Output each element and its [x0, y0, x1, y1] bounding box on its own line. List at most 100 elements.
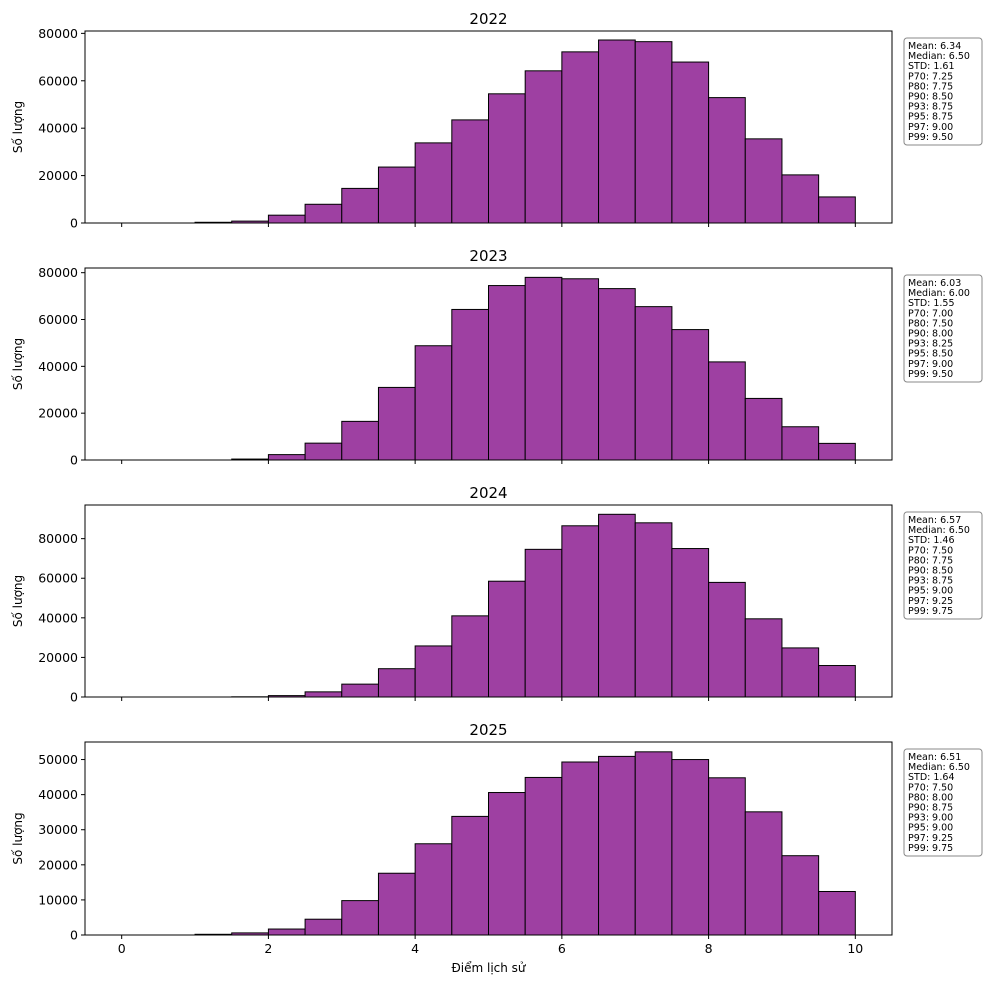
- x-tick-label: 2: [264, 941, 272, 956]
- x-tick-label: 6: [558, 941, 566, 956]
- y-axis-label: Số lượng: [11, 101, 25, 153]
- y-tick-label: 40000: [38, 121, 78, 136]
- chart-title: 2025: [469, 721, 507, 739]
- bar-2023-6.5: [598, 288, 636, 461]
- chart-title: 2024: [469, 484, 507, 502]
- stats-line: P93: 8.25: [908, 339, 953, 350]
- bar-2025-4.5: [451, 815, 489, 936]
- bar-2025-9.5: [818, 890, 856, 936]
- bar-2025-6: [561, 761, 600, 936]
- chart-title: 2023: [469, 247, 507, 265]
- stats-line: P97: 9.25: [908, 833, 953, 844]
- bar-2022-4: [414, 142, 453, 224]
- stats-line: P70: 7.00: [908, 308, 953, 319]
- bar-2023-5.5: [524, 276, 563, 461]
- bar-2022-8.5: [744, 138, 783, 224]
- stats-line: P93: 9.00: [908, 813, 953, 824]
- bar-2023-4: [414, 345, 453, 461]
- plot-frame: [84, 504, 893, 698]
- bar-2023-7: [634, 306, 673, 461]
- stats-line: P93: 8.75: [908, 576, 953, 587]
- y-tick-label: 60000: [38, 571, 78, 586]
- bar-2023-3: [341, 420, 379, 461]
- bar-2022-2: [267, 214, 306, 224]
- bar-2024-6.5: [598, 513, 636, 698]
- bar-2025-7.5: [671, 759, 710, 936]
- bar-2022-5: [488, 93, 526, 224]
- y-tick-label: 0: [70, 216, 78, 231]
- y-axis-label: Số lượng: [11, 575, 25, 627]
- stats-line: P93: 8.75: [908, 102, 953, 113]
- y-tick-label: 40000: [38, 787, 78, 802]
- bar-2024-7: [634, 522, 673, 698]
- stats-line: P80: 7.75: [908, 555, 953, 566]
- y-tick-label: 20000: [38, 406, 78, 421]
- stats-line: P70: 7.50: [908, 545, 953, 556]
- stats-box: [903, 511, 983, 620]
- bar-2022-3.5: [377, 166, 416, 224]
- bar-2025-5: [488, 792, 526, 936]
- bar-2024-8.5: [744, 618, 783, 698]
- chart-title: 2022: [469, 10, 507, 28]
- bar-2023-8: [708, 361, 746, 461]
- bar-2023-9: [781, 426, 820, 461]
- stats-line: P80: 7.50: [908, 318, 953, 329]
- stats-line: P99: 9.50: [908, 132, 953, 143]
- bar-2023-8.5: [744, 397, 783, 461]
- stats-line: P90: 8.00: [908, 329, 953, 340]
- plot-frame: [84, 741, 893, 936]
- stats-line: Median: 6.50: [908, 51, 970, 62]
- stats-line: STD: 1.46: [908, 535, 955, 546]
- stats-line: P99: 9.75: [908, 843, 953, 854]
- y-tick-label: 0: [70, 928, 78, 943]
- bar-2025-2.5: [304, 918, 343, 936]
- bar-2023-4.5: [451, 308, 489, 461]
- y-tick-label: 10000: [38, 892, 78, 907]
- y-tick-label: 20000: [38, 168, 78, 183]
- y-tick-label: 60000: [38, 312, 78, 327]
- bar-2024-6: [561, 525, 600, 698]
- bar-2022-6: [561, 51, 600, 224]
- bar-2024-5: [488, 580, 526, 698]
- stats-line: STD: 1.61: [908, 61, 955, 72]
- x-axis-label: Điểm lịch sử: [451, 961, 526, 975]
- x-tick-label: 0: [118, 941, 126, 956]
- bar-2024-4.5: [451, 615, 489, 698]
- bar-2025-9: [781, 855, 820, 936]
- stats-line: P97: 9.00: [908, 122, 953, 133]
- stats-line: Median: 6.00: [908, 288, 970, 299]
- bar-2024-7.5: [671, 548, 710, 698]
- stats-line: P70: 7.25: [908, 71, 953, 82]
- bar-2024-8: [708, 581, 746, 698]
- stats-line: P90: 8.50: [908, 92, 953, 103]
- y-tick-label: 50000: [38, 752, 78, 767]
- bar-2023-3.5: [377, 386, 416, 461]
- stats-line: STD: 1.64: [908, 772, 955, 783]
- stats-line: P97: 9.00: [908, 359, 953, 370]
- y-tick-label: 40000: [38, 610, 78, 625]
- y-tick-label: 80000: [38, 265, 78, 280]
- y-tick-label: 80000: [38, 26, 78, 41]
- bar-2022-7.5: [671, 61, 710, 224]
- bar-2022-3: [341, 187, 379, 224]
- y-axis-label: Số lượng: [11, 812, 25, 864]
- stats-line: P99: 9.75: [908, 606, 953, 617]
- y-tick-label: 0: [70, 690, 78, 705]
- chart-panel-2024: 2024 0 20000 40000 60000 80000 Số lượng Mean: 6…: [11, 484, 983, 705]
- stats-line: P90: 8.75: [908, 803, 953, 814]
- bar-2023-7.5: [671, 329, 710, 461]
- bar-2022-6.5: [598, 39, 636, 224]
- y-axis-label: Số lượng: [11, 338, 25, 390]
- bar-2025-4: [414, 843, 453, 936]
- stats-line: P97: 9.25: [908, 596, 953, 607]
- stats-line: P95: 9.00: [908, 586, 953, 597]
- stats-line: Median: 6.50: [908, 762, 970, 773]
- bar-2025-5.5: [524, 776, 563, 936]
- y-tick-label: 20000: [38, 650, 78, 665]
- bar-2023-2: [267, 454, 306, 461]
- y-tick-label: 80000: [38, 531, 78, 546]
- stats-line: Mean: 6.03: [908, 278, 961, 289]
- bar-2022-5.5: [524, 70, 563, 224]
- bar-2025-3.5: [377, 872, 416, 936]
